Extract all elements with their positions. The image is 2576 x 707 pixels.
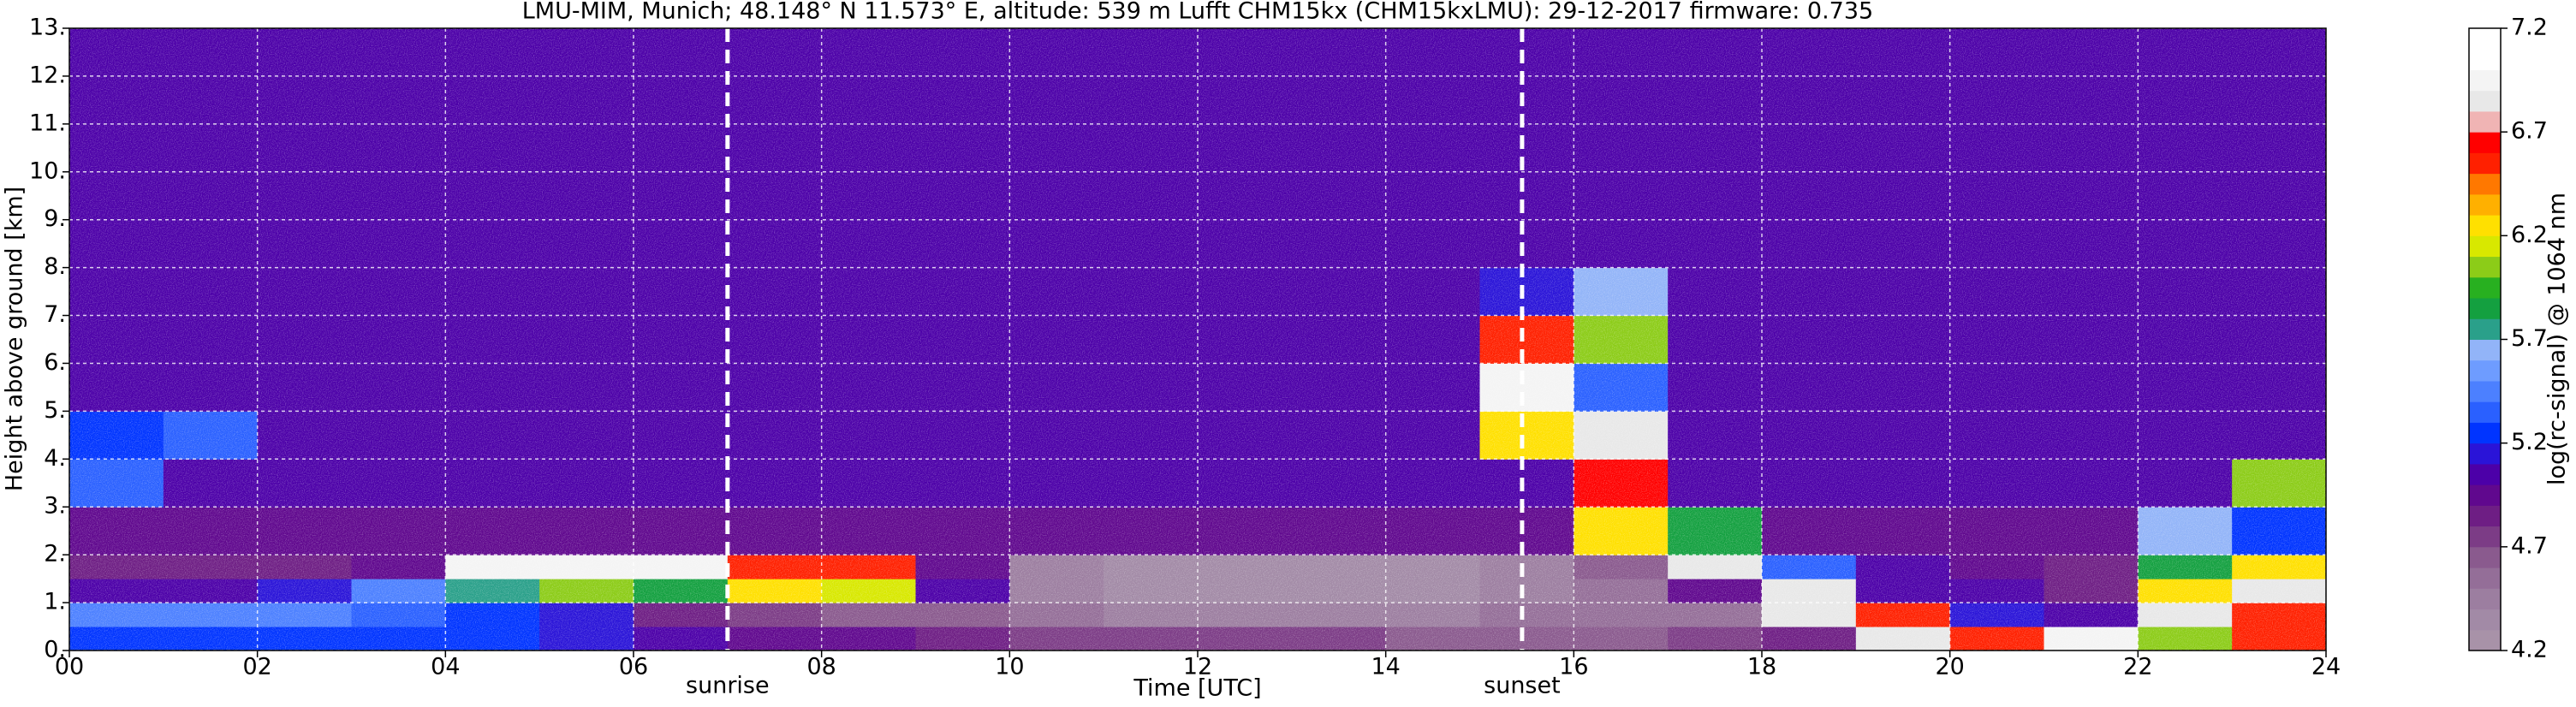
colorbar-tick-label: 5.7: [2511, 325, 2548, 352]
colorbar-swatch: [2469, 298, 2501, 319]
y-tick-label: 1.: [44, 589, 66, 615]
x-tick-label: 14: [1371, 654, 1400, 680]
colorbar-swatch: [2469, 401, 2501, 423]
colorbar-swatch: [2469, 588, 2501, 610]
y-tick-label: 8.: [44, 253, 66, 280]
colorbar-swatch: [2469, 567, 2501, 589]
annotation-label: sunrise: [686, 673, 770, 699]
y-tick-label: 10.: [29, 157, 66, 184]
x-tick-label: 00: [55, 654, 84, 680]
colorbar-swatch: [2469, 380, 2501, 402]
colorbar-swatch: [2469, 463, 2501, 485]
colorbar-tick-label: 6.2: [2511, 222, 2548, 248]
colorbar-tick-label: 6.7: [2511, 118, 2548, 145]
colorbar-swatch: [2469, 505, 2501, 527]
colorbar-swatch: [2469, 132, 2501, 153]
colorbar-swatch: [2469, 152, 2501, 175]
colorbar-tick-label: 7.2: [2511, 15, 2548, 41]
x-tick-label: 18: [1747, 654, 1776, 680]
colorbar-swatch: [2469, 609, 2501, 631]
colorbar-swatch: [2469, 235, 2501, 258]
x-tick-label: 02: [242, 654, 271, 680]
colorbar-swatch: [2469, 110, 2501, 133]
colorbar-tick-label: 4.2: [2511, 637, 2548, 663]
y-tick-label: 3.: [44, 493, 66, 520]
x-tick-label: 24: [2311, 654, 2341, 680]
plot-frame: [68, 27, 2327, 651]
colorbar-swatch: [2469, 546, 2501, 568]
colorbar-swatch: [2469, 173, 2501, 195]
colorbar-swatch: [2469, 49, 2501, 70]
y-tick-label: 5.: [44, 397, 66, 424]
x-tick-label: 16: [1559, 654, 1588, 680]
y-tick-label: 7.: [44, 301, 66, 328]
x-axis-label: Time [UTC]: [1133, 675, 1261, 702]
y-tick-label: 9.: [44, 205, 66, 232]
colorbar-swatch: [2469, 526, 2501, 548]
x-tick-label: 12: [1183, 654, 1212, 680]
colorbar-swatch: [2469, 69, 2501, 92]
annotation-label: sunset: [1484, 673, 1561, 699]
colorbar-swatch: [2469, 193, 2501, 216]
colorbar-swatch: [2469, 484, 2501, 506]
x-tick-label: 04: [431, 654, 460, 680]
colorbar-label: log(rc-signal) @ 1064 nm: [2544, 193, 2571, 485]
y-tick-label: 0.: [44, 637, 66, 663]
colorbar-swatch: [2469, 90, 2501, 112]
colorbar-swatch: [2469, 629, 2501, 651]
y-axis-label: Height above ground [km]: [2, 187, 28, 491]
y-tick-label: 13.: [29, 15, 66, 41]
x-tick-label: 06: [619, 654, 648, 680]
x-tick-label: 08: [806, 654, 836, 680]
x-tick-label: 20: [1935, 654, 1964, 680]
colorbar-swatch: [2469, 256, 2501, 278]
colorbar-swatch: [2469, 215, 2501, 236]
y-tick-label: 6.: [44, 349, 66, 376]
y-tick-label: 11.: [29, 110, 66, 136]
colorbar-swatch: [2469, 276, 2501, 299]
y-tick-label: 2.: [44, 541, 66, 567]
y-tick-label: 12.: [29, 62, 66, 88]
colorbar-swatch: [2469, 28, 2501, 50]
colorbar-swatch: [2469, 318, 2501, 340]
colorbar-tick-label: 4.7: [2511, 532, 2548, 559]
x-tick-label: 22: [2123, 654, 2152, 680]
colorbar-swatch: [2469, 339, 2501, 361]
colorbar-swatch: [2469, 359, 2501, 382]
colorbar-swatch: [2469, 443, 2501, 465]
chart-title: LMU-MIM, Munich; 48.148° N 11.573° E, al…: [522, 0, 1873, 25]
x-tick-label: 10: [995, 654, 1024, 680]
colorbar-swatch: [2469, 422, 2501, 444]
colorbar-tick-label: 5.2: [2511, 429, 2548, 455]
y-tick-label: 4.: [44, 445, 66, 472]
